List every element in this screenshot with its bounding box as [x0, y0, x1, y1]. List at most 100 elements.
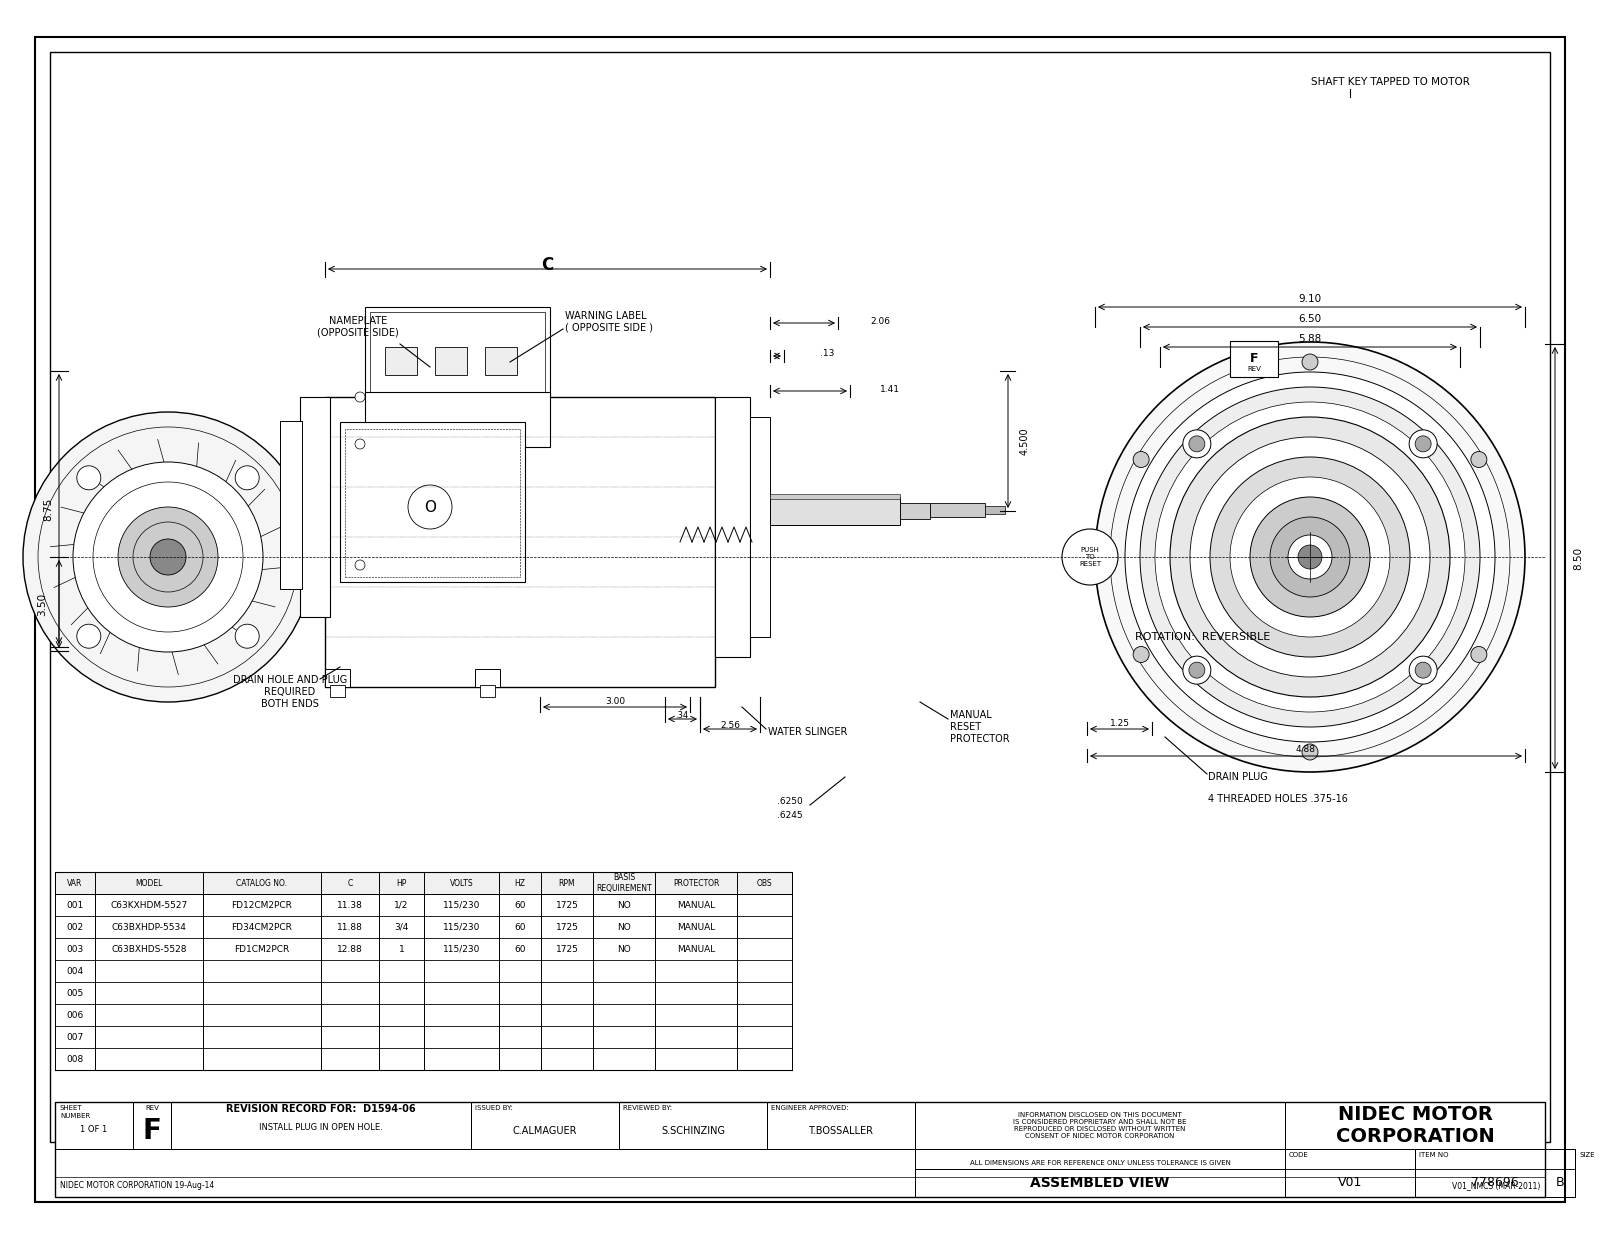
- Bar: [325, 397, 715, 687]
- Circle shape: [1125, 372, 1494, 742]
- Text: C63KXHDM-5527: C63KXHDM-5527: [110, 901, 187, 909]
- Circle shape: [1270, 517, 1350, 597]
- Circle shape: [1190, 437, 1430, 677]
- Bar: [1285, 1102, 1546, 1149]
- Text: 4.88: 4.88: [1296, 746, 1315, 755]
- Text: MANUAL: MANUAL: [677, 945, 715, 954]
- Text: 1.25: 1.25: [1110, 719, 1130, 727]
- Text: DRAIN PLUG: DRAIN PLUG: [1208, 772, 1267, 782]
- Text: C63BXHDS-5528: C63BXHDS-5528: [112, 945, 187, 954]
- Text: V01_NMCS (MAR-2011): V01_NMCS (MAR-2011): [1451, 1181, 1539, 1190]
- Text: 4 THREADED HOLES .375-16: 4 THREADED HOLES .375-16: [1208, 794, 1347, 804]
- Circle shape: [235, 625, 259, 648]
- Text: WATER SLINGER: WATER SLINGER: [768, 727, 848, 737]
- Circle shape: [77, 625, 101, 648]
- Text: REVISION RECORD FOR:  D1594-06: REVISION RECORD FOR: D1594-06: [226, 1103, 416, 1115]
- Bar: [365, 307, 550, 397]
- Circle shape: [355, 560, 365, 570]
- Circle shape: [1298, 546, 1322, 569]
- Circle shape: [1155, 402, 1466, 713]
- Text: .6250: .6250: [778, 798, 803, 807]
- Circle shape: [1470, 647, 1486, 663]
- Text: 1.41: 1.41: [880, 385, 899, 393]
- Text: 1 OF 1: 1 OF 1: [80, 1124, 107, 1133]
- Text: CODE: CODE: [1290, 1152, 1309, 1158]
- Text: 1725: 1725: [555, 923, 579, 931]
- Text: 003: 003: [66, 945, 83, 954]
- Circle shape: [77, 466, 101, 490]
- Text: OBS: OBS: [757, 878, 773, 887]
- Text: 9.10: 9.10: [1299, 294, 1322, 304]
- Text: ISSUED BY:: ISSUED BY:: [475, 1105, 514, 1111]
- Text: 6.50: 6.50: [1299, 314, 1322, 324]
- Text: ALL DIMENSIONS ARE FOR REFERENCE ONLY UNLESS TOLERANCE IS GIVEN: ALL DIMENSIONS ARE FOR REFERENCE ONLY UN…: [970, 1160, 1230, 1166]
- Text: HZ: HZ: [515, 878, 525, 887]
- Text: B: B: [1555, 1176, 1565, 1190]
- Text: ROTATION:  REVERSIBLE: ROTATION: REVERSIBLE: [1134, 632, 1270, 642]
- Bar: [770, 497, 899, 524]
- Text: VOLTS: VOLTS: [450, 878, 474, 887]
- Text: CATALOG NO.: CATALOG NO.: [237, 878, 288, 887]
- Circle shape: [1139, 387, 1480, 727]
- Text: MANUAL: MANUAL: [677, 923, 715, 931]
- Text: F: F: [1250, 353, 1258, 365]
- Circle shape: [1189, 435, 1205, 452]
- Text: 11.88: 11.88: [338, 923, 363, 931]
- Text: 4.500: 4.500: [1021, 427, 1030, 455]
- Bar: [365, 392, 550, 447]
- Bar: [619, 1102, 766, 1149]
- Circle shape: [1410, 656, 1437, 684]
- Text: V01: V01: [1338, 1176, 1362, 1190]
- Text: ENGINEER APPROVED:: ENGINEER APPROVED:: [771, 1105, 848, 1111]
- Text: REV: REV: [1246, 366, 1261, 372]
- Text: 2.56: 2.56: [720, 720, 739, 730]
- Bar: [386, 348, 418, 375]
- Text: SHEET: SHEET: [61, 1105, 83, 1111]
- Text: 006: 006: [66, 1011, 83, 1019]
- Text: HP: HP: [397, 878, 406, 887]
- Text: 1725: 1725: [555, 945, 579, 954]
- Circle shape: [1414, 435, 1430, 452]
- Circle shape: [1210, 456, 1410, 657]
- Circle shape: [1288, 534, 1331, 579]
- Bar: [346, 429, 520, 576]
- Text: F: F: [142, 1117, 162, 1145]
- Text: REVIEWED BY:: REVIEWED BY:: [622, 1105, 672, 1111]
- Circle shape: [1302, 354, 1318, 370]
- Text: 3.50: 3.50: [37, 593, 46, 616]
- Bar: [770, 494, 899, 499]
- Bar: [171, 1102, 470, 1149]
- Text: 115/230: 115/230: [443, 945, 480, 954]
- Circle shape: [1414, 662, 1430, 678]
- Bar: [54, 1102, 1546, 1197]
- Text: NIDEC MOTOR CORPORATION 19-Aug-14: NIDEC MOTOR CORPORATION 19-Aug-14: [61, 1181, 214, 1190]
- Text: 115/230: 115/230: [443, 901, 480, 909]
- Circle shape: [1470, 452, 1486, 468]
- Text: NO: NO: [618, 945, 630, 954]
- Bar: [1546, 1149, 1574, 1197]
- Text: .6245: .6245: [778, 810, 803, 819]
- Circle shape: [74, 461, 262, 652]
- Text: 1725: 1725: [555, 901, 579, 909]
- Circle shape: [118, 507, 218, 607]
- Text: .13: .13: [819, 350, 834, 359]
- Circle shape: [1133, 452, 1149, 468]
- Text: 8.75: 8.75: [43, 497, 53, 521]
- Circle shape: [1062, 529, 1118, 585]
- Bar: [54, 872, 792, 894]
- Text: 11.38: 11.38: [338, 901, 363, 909]
- Bar: [470, 1102, 619, 1149]
- Bar: [301, 397, 330, 617]
- Text: VAR: VAR: [67, 878, 83, 887]
- Text: MANUAL: MANUAL: [677, 901, 715, 909]
- Bar: [485, 348, 517, 375]
- Text: 004: 004: [67, 966, 83, 976]
- Bar: [330, 685, 346, 696]
- Circle shape: [1189, 662, 1205, 678]
- Text: .34: .34: [675, 710, 688, 720]
- Text: 115/230: 115/230: [443, 923, 480, 931]
- Text: NO: NO: [618, 901, 630, 909]
- Bar: [750, 417, 770, 637]
- Circle shape: [1133, 647, 1149, 663]
- Circle shape: [1170, 417, 1450, 696]
